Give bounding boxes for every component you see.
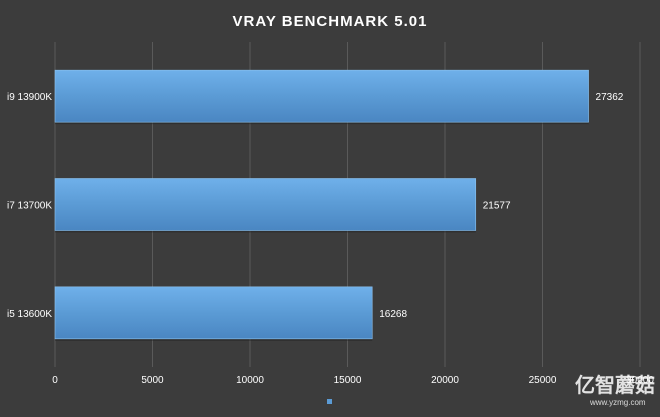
bars: 27362 21577 16268 [54,69,624,341]
data-label: 27362 [596,92,624,103]
category-label: i9 13900K [7,92,52,103]
data-label: 16268 [379,309,407,320]
category-labels: i9 13900K i7 13700K i5 13600K [7,92,52,320]
x-tick-label: 0 [52,375,58,386]
watermark-sub: www.yzmg.com [589,398,646,407]
watermark-main: 亿智蘑菇 [575,373,655,397]
x-tick-label: 30000 [626,375,654,386]
category-label: i7 13700K [7,201,52,212]
x-tick-label: 5000 [141,375,164,386]
category-label: i5 13600K [7,309,52,320]
x-tick-label: 15000 [334,375,362,386]
legend-marker [327,399,332,404]
bar [54,286,373,340]
watermark: 亿智蘑菇 www.yzmg.com [575,373,655,407]
data-label: 21577 [483,201,511,212]
x-tick-label: 25000 [529,375,557,386]
x-axis-ticks: 0 5000 10000 15000 20000 25000 30000 [52,375,654,386]
chart-title: VRAY BENCHMARK 5.01 [233,13,428,30]
bar [54,178,477,231]
bar [54,69,589,123]
x-tick-label: 10000 [236,375,264,386]
x-tick-label: 20000 [431,375,459,386]
